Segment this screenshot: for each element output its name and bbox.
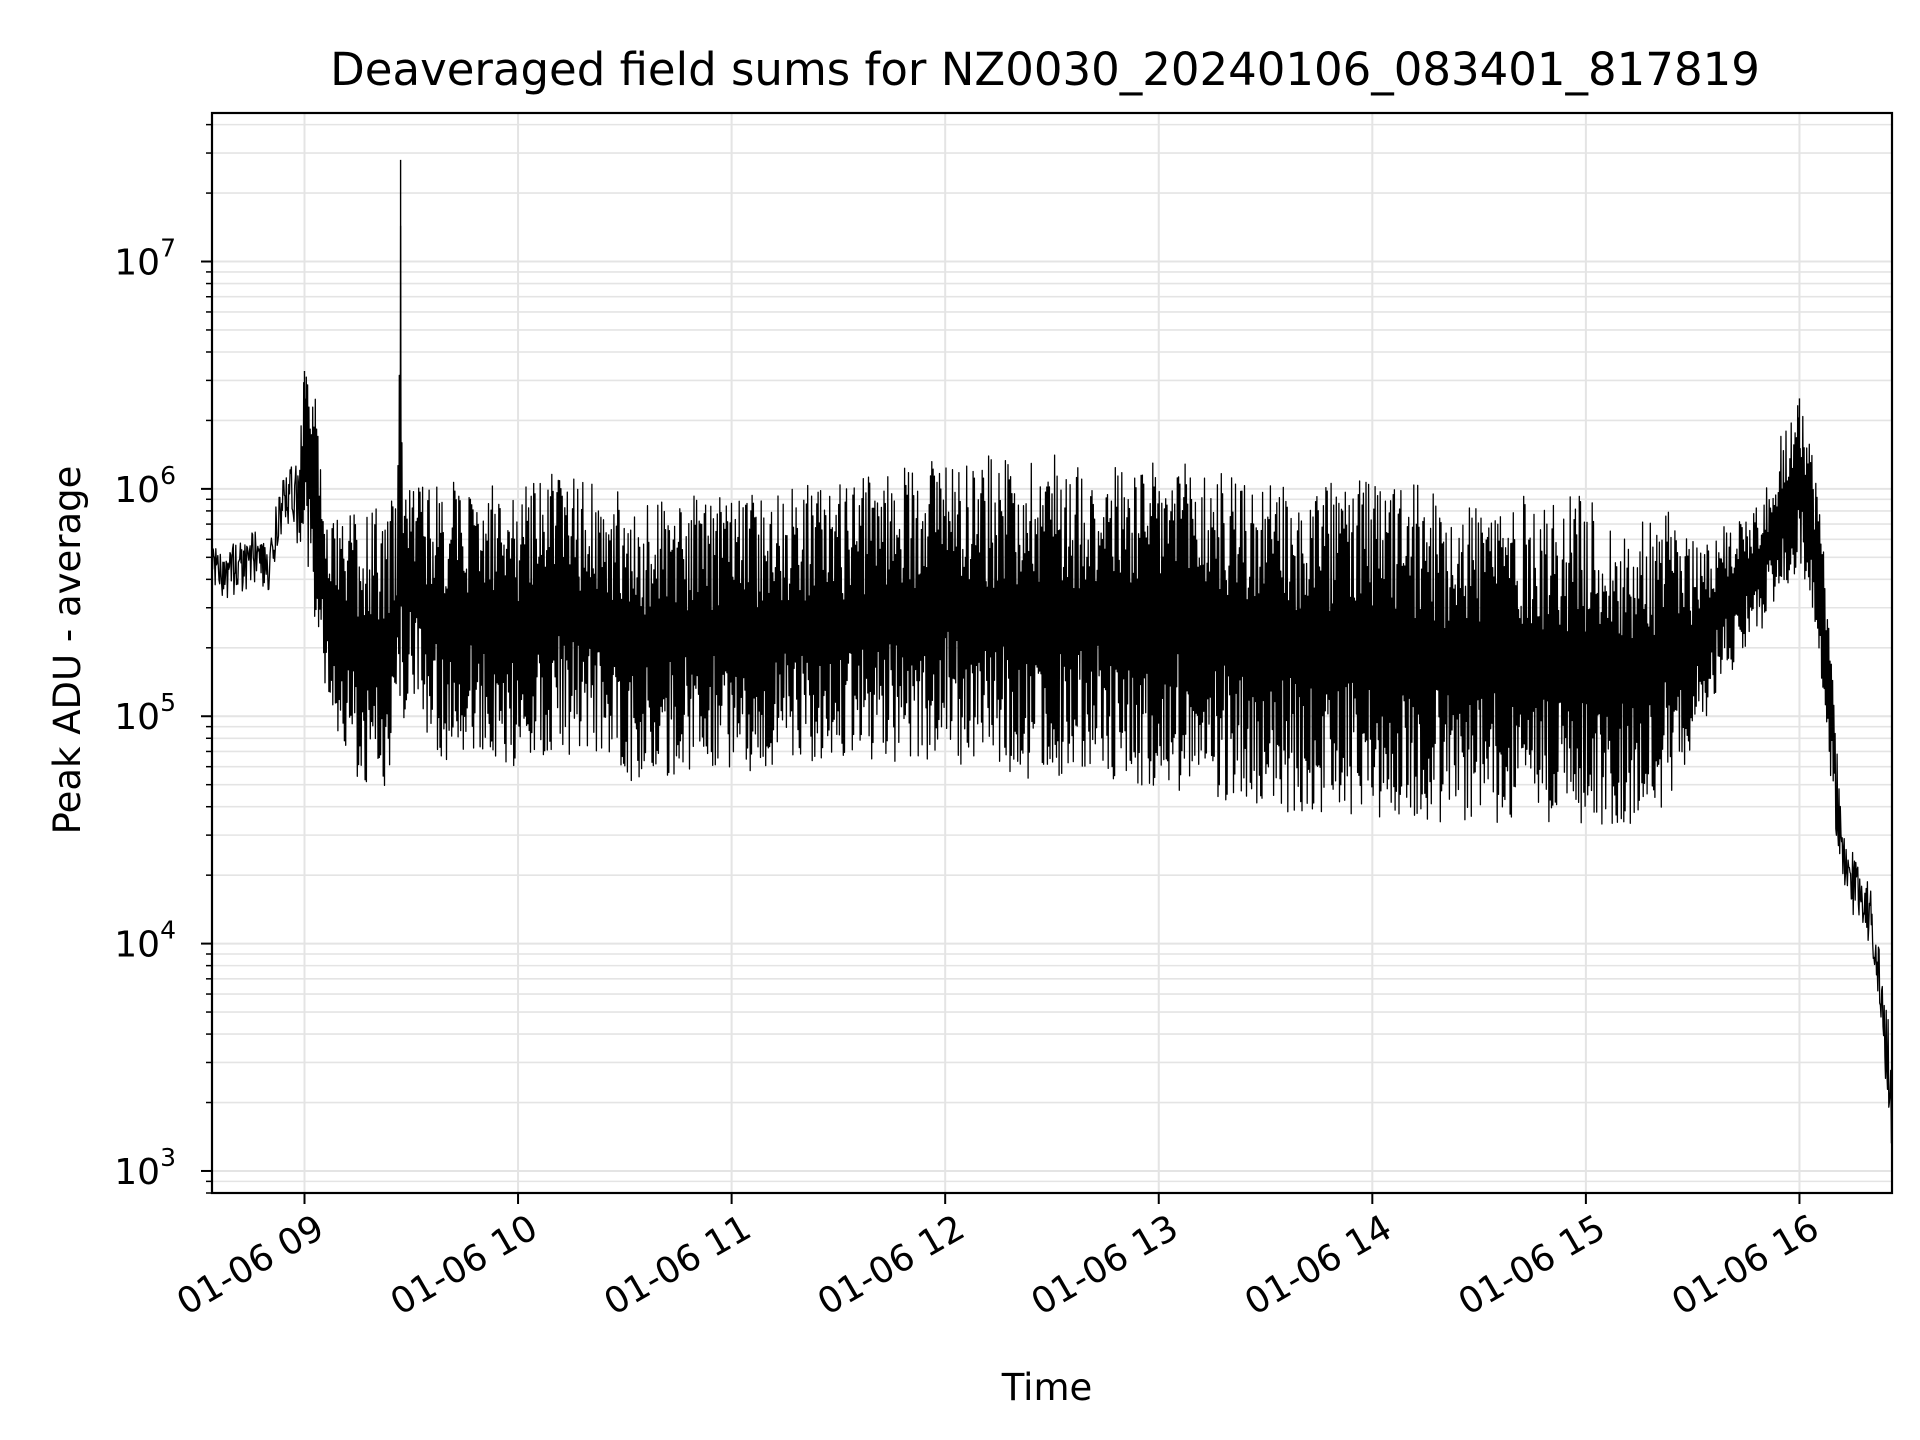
y-tick-base: 10 — [114, 925, 160, 966]
y-axis-label: Peak ADU - average — [46, 466, 89, 835]
y-tick-exponent: 3 — [160, 1143, 176, 1172]
y-tick-label: 107 — [114, 234, 176, 284]
x-axis-label: Time — [1001, 1366, 1093, 1409]
y-tick-base: 10 — [114, 1152, 160, 1193]
y-tick-base: 10 — [114, 243, 160, 284]
y-tick-label: 106 — [114, 461, 176, 511]
chart-title: Deaveraged field sums for NZ0030_2024010… — [330, 43, 1760, 96]
y-tick-base: 10 — [114, 470, 160, 511]
y-tick-label: 103 — [114, 1143, 176, 1193]
data-series — [211, 159, 1893, 1144]
y-tick-label: 105 — [114, 688, 176, 738]
y-tick-exponent: 5 — [160, 688, 176, 717]
data-line — [211, 225, 1893, 1144]
y-tick-label: 104 — [114, 916, 176, 966]
y-tick-exponent: 4 — [160, 916, 176, 945]
y-tick-base: 10 — [114, 697, 160, 738]
plot-frame — [210, 111, 1894, 1195]
y-tick-exponent: 6 — [160, 461, 176, 490]
y-tick-exponent: 7 — [160, 234, 176, 263]
